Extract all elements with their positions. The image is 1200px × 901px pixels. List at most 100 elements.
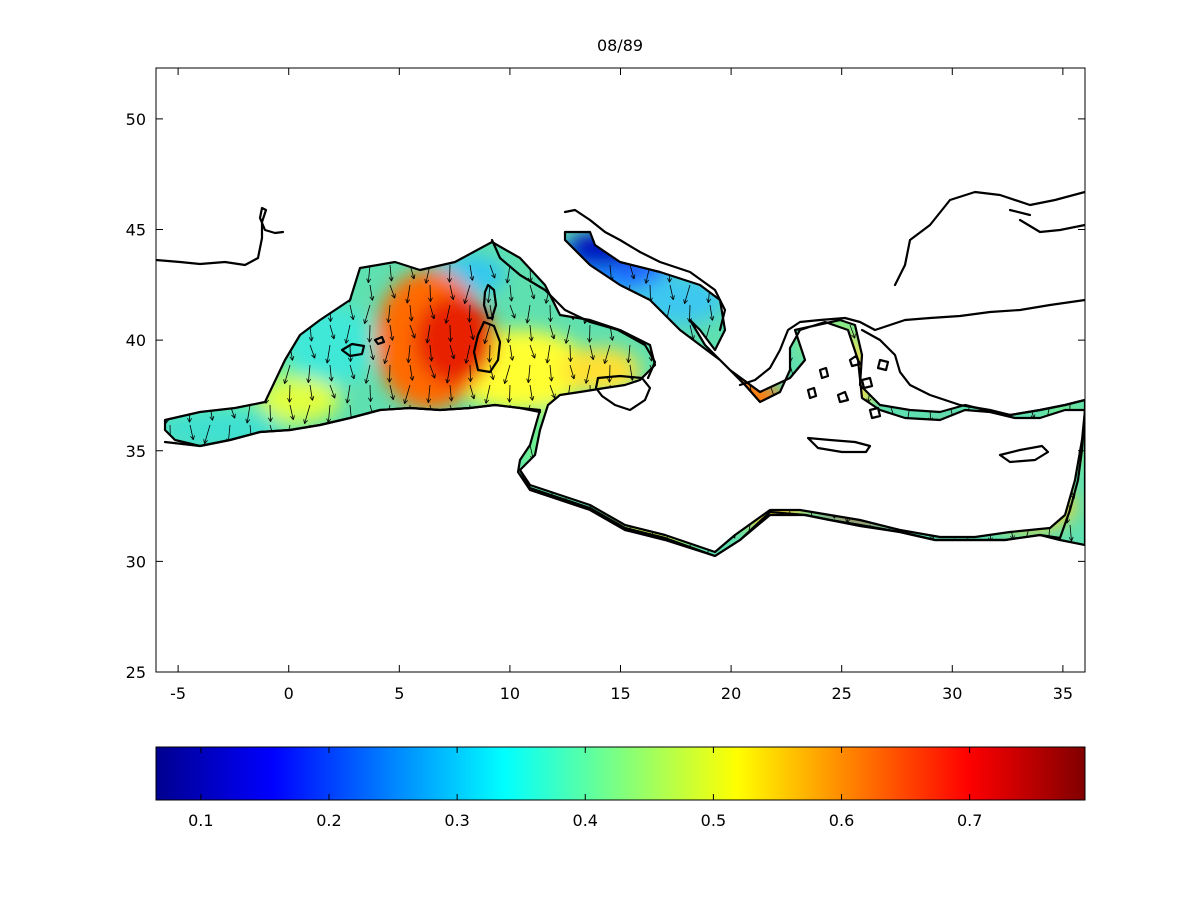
- flow-arrow: [463, 284, 471, 304]
- flow-arrow: [408, 304, 414, 322]
- flow-arrow: [469, 324, 475, 340]
- flow-arrow: [405, 284, 411, 304]
- flow-arrow: [428, 284, 433, 302]
- flow-arrow: [287, 384, 292, 403]
- colorbar-tick-label: 0.5: [701, 811, 726, 830]
- colorbar-tick-label: 0.3: [444, 811, 469, 830]
- flow-arrow: [469, 264, 475, 281]
- flow-arrow: [529, 284, 536, 300]
- adriatic-east-coast: [563, 208, 727, 332]
- levant-coast: [1058, 408, 1085, 540]
- flow-arrow: [449, 344, 456, 360]
- flow-arrow: [468, 364, 473, 382]
- y-tick-label: 50: [126, 110, 146, 129]
- flow-arrow: [303, 404, 311, 424]
- x-tick-label: 5: [394, 684, 404, 703]
- crete: [806, 436, 872, 454]
- flow-arrow: [503, 364, 511, 384]
- flow-arrow: [369, 284, 375, 301]
- y-tick-label: 35: [126, 442, 146, 461]
- black-sea-coast: [893, 190, 1085, 287]
- flow-arrow: [469, 384, 476, 400]
- flow-arrow: [603, 344, 611, 364]
- flow-arrow: [549, 384, 556, 399]
- flow-arrow: [364, 364, 371, 384]
- x-tick-label: 0: [284, 684, 294, 703]
- flow-arrow: [348, 344, 353, 362]
- y-tick-label: 40: [126, 331, 146, 350]
- flow-arrow: [428, 344, 434, 362]
- flow-arrow: [548, 304, 553, 322]
- north-africa-coast: [163, 403, 542, 448]
- flow-arrow: [349, 304, 355, 320]
- flow-arrow: [529, 384, 535, 401]
- flow-arrow: [445, 364, 451, 384]
- libya-egypt-coast: [518, 468, 1062, 558]
- x-tick-label: 35: [1053, 684, 1073, 703]
- y-tick-label: 30: [126, 552, 146, 571]
- flow-arrow: [525, 304, 531, 324]
- colorbar-tick-label: 0.4: [573, 811, 598, 830]
- flow-arrow: [448, 324, 453, 342]
- y-tick-label: 25: [126, 663, 146, 682]
- flow-arrow: [589, 344, 595, 360]
- flow-arrow: [245, 404, 251, 424]
- flow-arrow: [406, 344, 412, 363]
- sicily: [594, 374, 652, 412]
- flow-arrow: [467, 304, 472, 323]
- flow-arrow: [505, 264, 511, 284]
- flow-arrow: [344, 324, 351, 344]
- flow-arrow: [486, 284, 492, 303]
- flow-arrow: [389, 324, 395, 341]
- flow-arrow: [328, 364, 334, 382]
- aegean-islands: [806, 354, 890, 420]
- flow-arrow: [509, 344, 515, 361]
- flow-arrow: [409, 364, 415, 381]
- flow-arrow: [569, 364, 576, 380]
- atlantic-iberia-coast: [156, 206, 285, 267]
- flow-arrow: [409, 324, 416, 339]
- flow-arrow: [386, 304, 392, 323]
- flow-arrow: [489, 364, 495, 380]
- y-axis: 25 30 35 40 45 50: [126, 110, 1085, 682]
- flow-arrow: [369, 344, 375, 360]
- flow-arrow: [329, 384, 336, 399]
- flow-arrow: [483, 324, 491, 344]
- x-tick-label: 10: [500, 684, 520, 703]
- flow-arrow: [548, 364, 554, 382]
- flow-arrow: [329, 324, 336, 340]
- flow-arrow: [387, 364, 392, 383]
- flow-arrow: [509, 304, 516, 319]
- flow-arrow: [587, 324, 592, 343]
- y-tick-label: 45: [126, 221, 146, 240]
- flow-arrow: [189, 424, 195, 440]
- flow-arrow: [309, 384, 315, 401]
- x-tick-label: 25: [832, 684, 852, 703]
- flow-arrow: [363, 304, 371, 324]
- flow-arrow: [564, 324, 571, 344]
- flow-arrow: [464, 344, 471, 364]
- flow-arrow: [447, 264, 452, 283]
- colorbar-tick-label: 0.7: [957, 811, 982, 830]
- flow-arrow: [444, 304, 451, 324]
- flow-arrow: [429, 304, 436, 320]
- x-tick-label: 30: [942, 684, 962, 703]
- flow-arrow: [306, 364, 312, 383]
- flow-arrow: [629, 264, 636, 280]
- flow-arrow: [626, 344, 632, 363]
- flow-arrow: [429, 364, 436, 379]
- x-tick-label: 15: [610, 684, 630, 703]
- flow-arrow: [849, 324, 856, 339]
- flow-arrow: [607, 364, 612, 383]
- flow-arrow: [383, 344, 391, 364]
- flow-arrow: [489, 264, 496, 279]
- flow-arrow: [448, 384, 454, 402]
- flow-arrow: [1068, 524, 1074, 542]
- flow-arrow: [484, 384, 491, 404]
- cyprus: [998, 444, 1050, 464]
- x-axis: -5 0 5 10 15 20 25 30 35: [170, 68, 1073, 703]
- flow-arrow: [683, 284, 691, 304]
- coastline: [156, 190, 1085, 558]
- flow-arrow: [389, 384, 395, 400]
